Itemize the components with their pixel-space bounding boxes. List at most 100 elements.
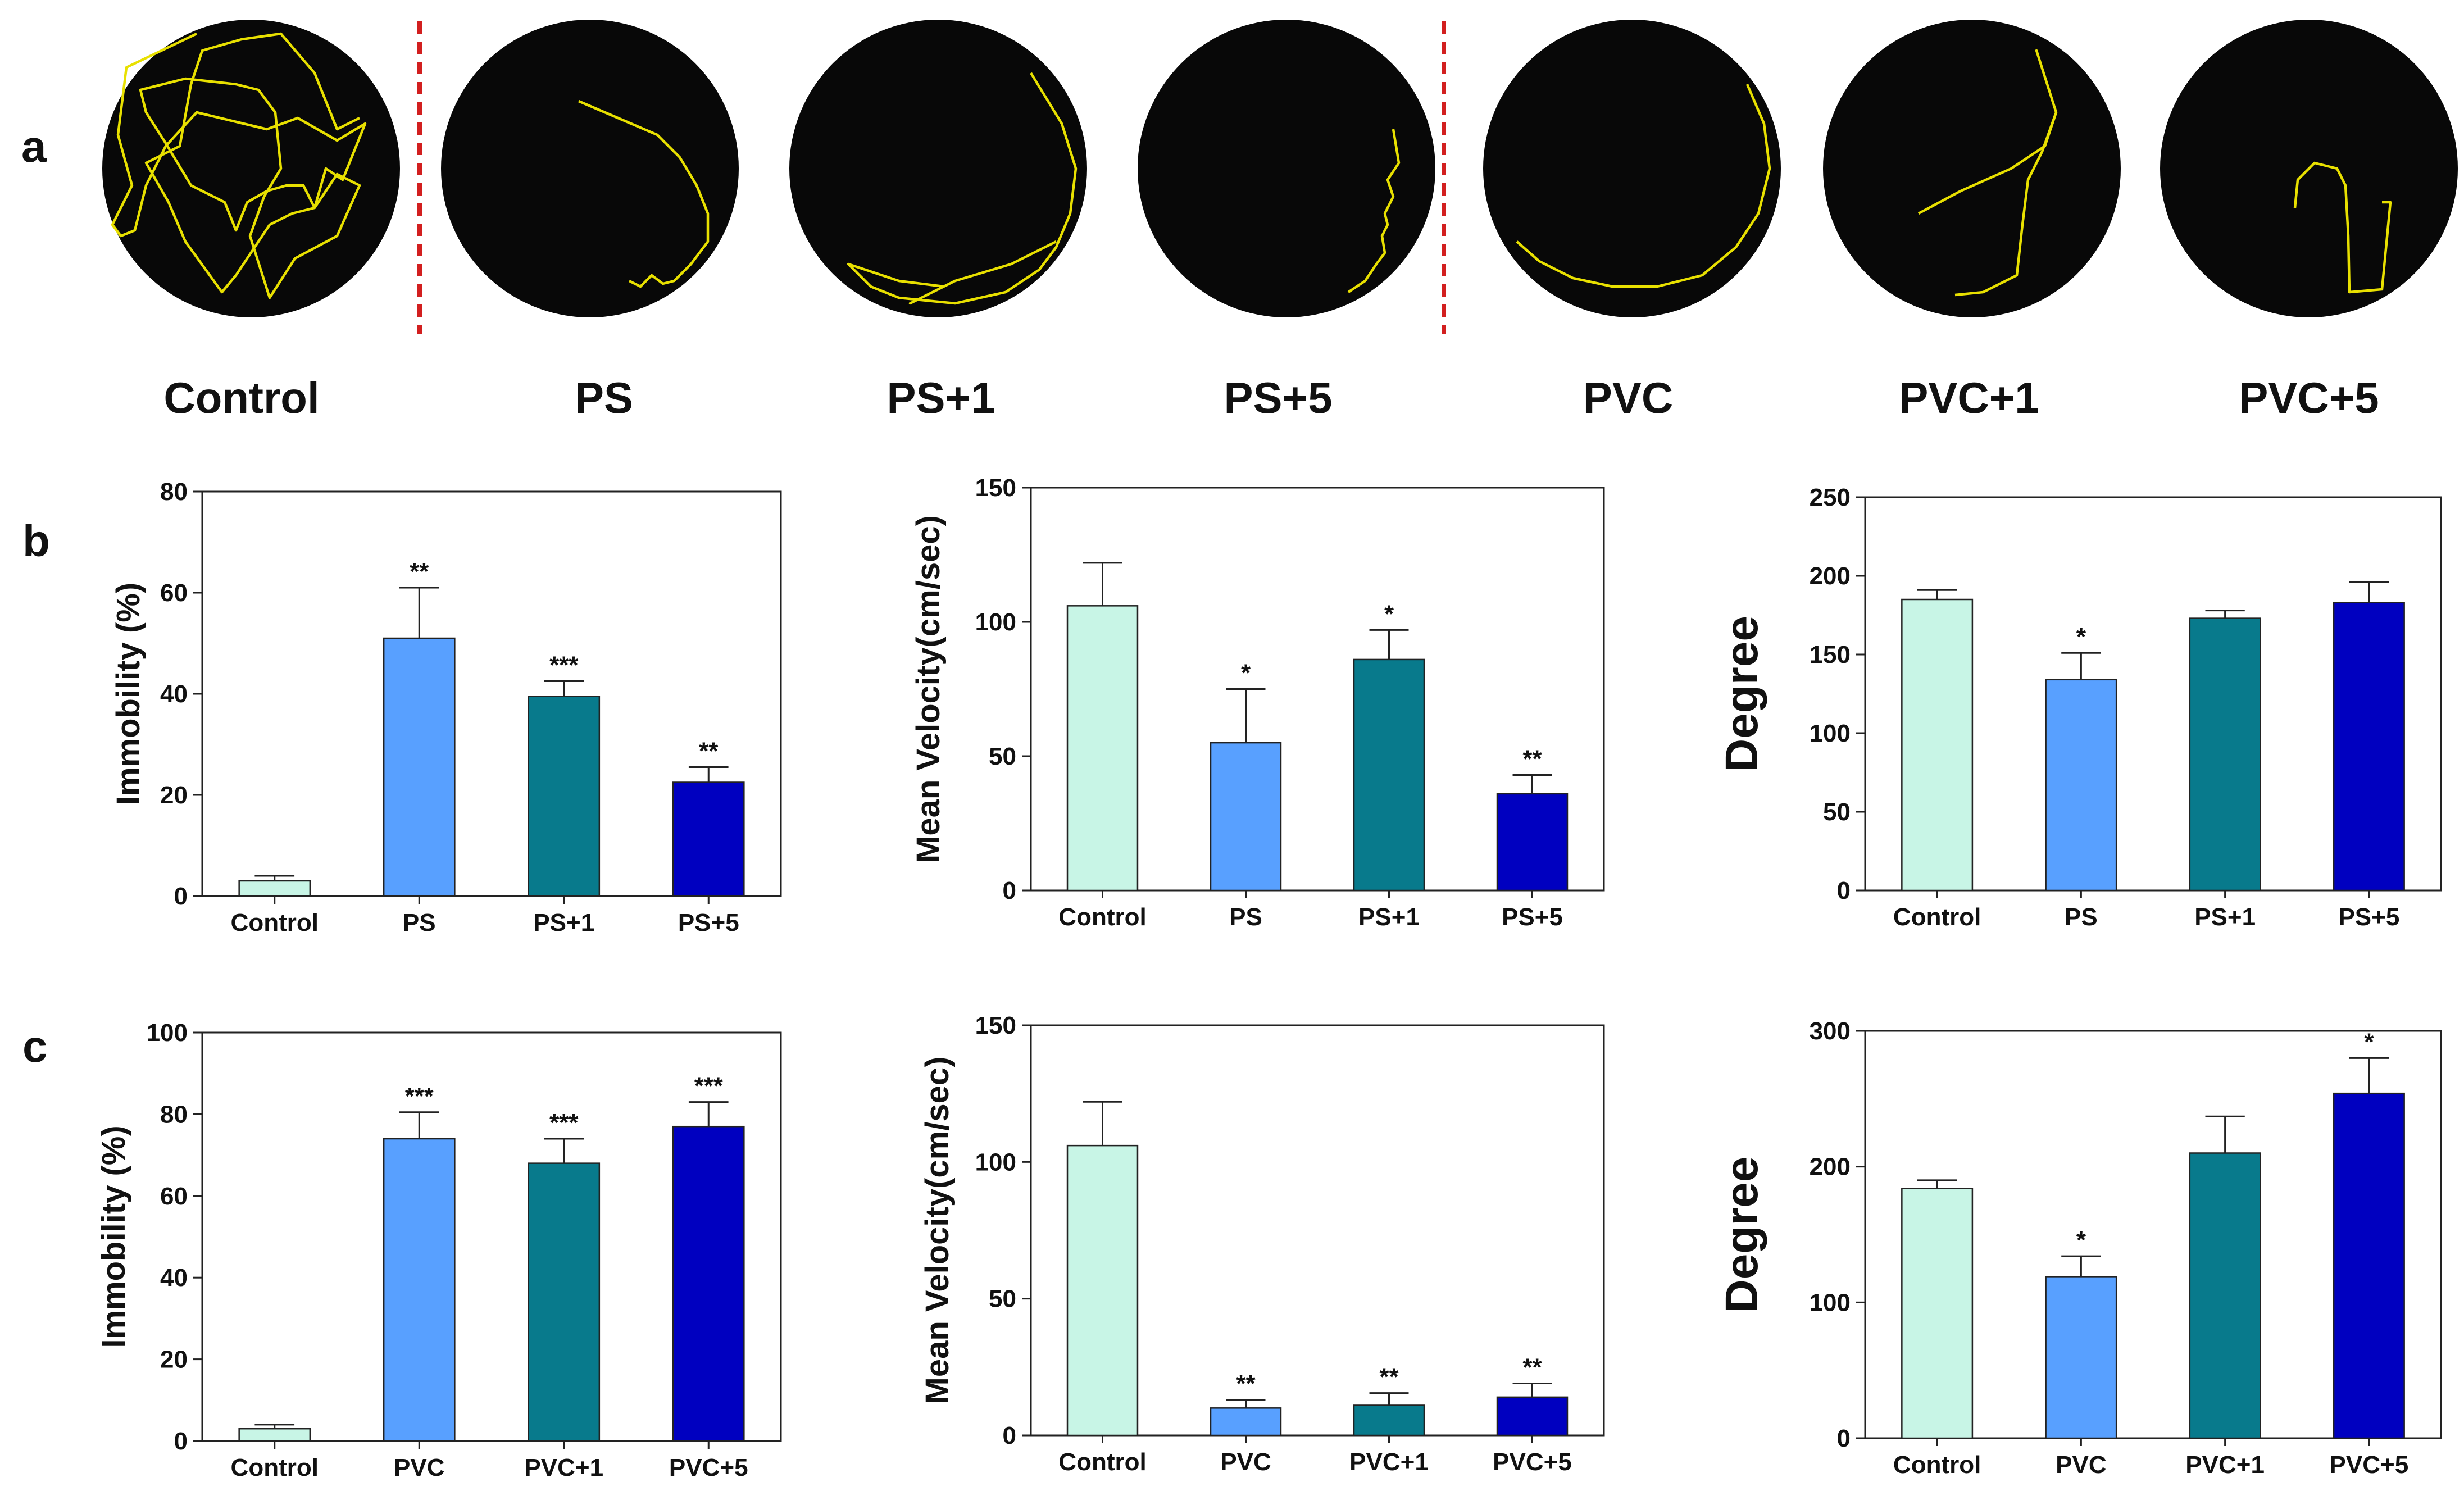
y-tick-label: 0	[1837, 1425, 1851, 1452]
y-axis-label: Immobility (%)	[110, 583, 147, 805]
arena-ps-circle	[441, 20, 739, 317]
y-tick-label: 0	[1837, 877, 1851, 904]
x-tick-label: PS	[403, 909, 436, 937]
chart-velocity-pvc: 0 50 100 150 Mean Velocity(cm/sec) Control ** P…	[919, 1012, 1605, 1476]
y-tick-label: 40	[160, 680, 188, 708]
x-tick-label: Control	[231, 909, 319, 937]
y-axis-label: Immobility (%)	[96, 1125, 132, 1348]
arena-pvc1-circle	[1823, 20, 2121, 317]
arena-ps-track	[578, 99, 710, 288]
y-tick-label: 50	[989, 743, 1016, 770]
x-tick-label: PS	[2065, 903, 2098, 931]
arena-pvc-circle	[1483, 20, 1781, 317]
bar-pvc-plus-1	[2189, 1152, 2261, 1439]
arena-pvc-track	[1516, 84, 1771, 288]
chart-immobility-pvc: 0 20 40 60 80 100 Immobility (%) Control *** PVC *…	[96, 1019, 782, 1481]
bar-pvc	[383, 1138, 456, 1442]
x-tick-label: Control	[1893, 903, 1981, 931]
y-axis-label: Mean Velocity(cm/sec)	[919, 1057, 956, 1404]
x-tick-label: PVC+5	[669, 1454, 748, 1481]
x-tick-label: PVC	[394, 1454, 444, 1481]
significance-marker: ***	[694, 1072, 724, 1100]
significance-marker: **	[1379, 1363, 1399, 1391]
bar-ps-plus-1	[1353, 658, 1425, 892]
x-tick-label: Control	[1058, 1448, 1146, 1476]
bar-pvc	[2045, 1276, 2117, 1439]
arena-ps5	[1138, 20, 1435, 317]
arena-pvc5	[2160, 20, 2458, 317]
x-tick-label: PS+1	[533, 909, 594, 937]
x-tick-label: PS+5	[2338, 903, 2399, 931]
axes-frame	[1030, 1024, 1605, 1437]
arena-control	[102, 20, 400, 317]
arena-pvc	[1483, 20, 1781, 317]
arena-ps1-circle	[789, 20, 1087, 317]
x-tick-label: PS	[1229, 903, 1262, 931]
arena-ps5-track	[1347, 129, 1401, 293]
arena-label-pvc: PVC	[1583, 373, 1673, 422]
arena-control-circle	[102, 20, 400, 317]
significance-marker: **	[1522, 745, 1542, 772]
y-tick-label: 100	[975, 1148, 1016, 1176]
x-tick-label: PS+1	[2194, 903, 2256, 931]
bar-pvc-plus-5	[672, 1125, 745, 1442]
panel-c-letter: c	[22, 1021, 48, 1071]
y-tick-label: 200	[1810, 562, 1851, 590]
arena-control-track	[111, 32, 367, 299]
significance-marker: ***	[549, 1109, 579, 1137]
axes-frame	[1864, 1030, 2442, 1439]
y-tick-label: 200	[1810, 1153, 1851, 1181]
significance-marker: **	[699, 738, 719, 765]
x-tick-label: PVC+1	[2185, 1451, 2265, 1479]
bar-ps-plus-5	[2333, 602, 2405, 892]
y-tick-label: 100	[975, 608, 1016, 636]
significance-marker: *	[1384, 600, 1394, 628]
significance-marker: *	[1241, 660, 1251, 687]
bar-ps	[1210, 742, 1282, 892]
y-tick-label: 40	[160, 1264, 188, 1292]
y-tick-label: 60	[160, 1183, 188, 1210]
y-tick-label: 80	[160, 1101, 188, 1128]
y-tick-label: 100	[1810, 1289, 1851, 1316]
y-tick-label: 100	[1810, 720, 1851, 747]
significance-marker: ***	[405, 1083, 434, 1110]
bar-ps-plus-5	[672, 781, 745, 897]
bar-ps-plus-1	[2189, 617, 2261, 892]
axes-frame	[1864, 496, 2442, 892]
arena-pvc1	[1823, 20, 2121, 317]
bar-control	[1066, 605, 1139, 892]
x-tick-label: PS+5	[678, 909, 739, 937]
x-tick-label: PVC+1	[524, 1454, 603, 1481]
x-tick-label: PVC+5	[1493, 1448, 1572, 1476]
significance-marker: **	[1236, 1370, 1256, 1398]
bar-control	[1901, 598, 1974, 892]
x-tick-label: PS+5	[1502, 903, 1563, 931]
bar-ps-plus-5	[1496, 793, 1569, 892]
axes-frame	[201, 1031, 782, 1442]
arena-pvc5-track	[2293, 161, 2392, 294]
chart-degree-pvc: 0 100 200 300 Degree Control * PVC PVC+1 * PVC+5	[1716, 1017, 2442, 1479]
arena-ps	[441, 20, 739, 317]
arena-label-ps1: PS+1	[887, 373, 995, 422]
chart-degree-ps: 0 50 100 150 200 250 Degree Control * PS PS+1 PS+5	[1716, 484, 2442, 931]
arena-label-pvc1: PVC+1	[1899, 373, 2039, 422]
arena-ps1	[789, 20, 1087, 317]
y-tick-label: 20	[160, 1346, 188, 1374]
significance-marker: *	[2364, 1028, 2374, 1056]
x-tick-label: PVC+5	[2330, 1451, 2409, 1479]
chart-velocity-ps: 0 50 100 150 Mean Velocity(cm/sec) Control * PS…	[910, 474, 1605, 931]
significance-marker: *	[2076, 623, 2086, 651]
x-tick-label: PVC	[1220, 1448, 1271, 1476]
y-tick-label: 300	[1810, 1017, 1851, 1045]
y-tick-label: 80	[160, 478, 188, 506]
bar-pvc-plus-1	[528, 1162, 601, 1442]
arena-label-ps: PS	[575, 373, 633, 422]
y-tick-label: 150	[975, 1012, 1016, 1039]
significance-marker: **	[410, 558, 429, 585]
y-tick-label: 150	[1810, 641, 1851, 669]
bar-pvc-plus-1	[1353, 1404, 1425, 1437]
y-tick-label: 150	[975, 474, 1016, 502]
y-axis-label: Degree	[1716, 1156, 1767, 1312]
significance-marker: *	[2076, 1226, 2086, 1254]
y-tick-label: 0	[174, 883, 188, 910]
